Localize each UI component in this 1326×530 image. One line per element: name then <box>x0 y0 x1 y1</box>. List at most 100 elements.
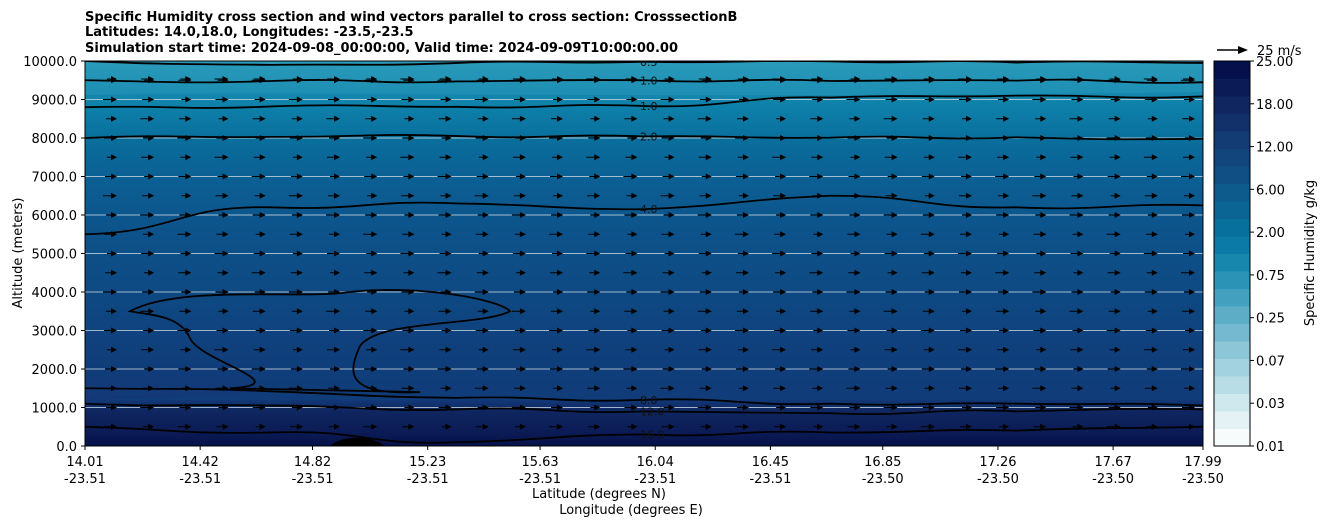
wind-vector-head <box>1003 173 1010 180</box>
wind-vector-head <box>668 173 675 180</box>
wind-vector-head <box>631 192 638 199</box>
wind-vector-head <box>928 154 935 161</box>
wind-vector-head <box>222 212 229 218</box>
wind-vector-head <box>1189 77 1195 84</box>
contours: 0.5 1.0 1.0 2.0 4.0 8.012.0 16.0 <box>85 61 1203 446</box>
wind-vector-head <box>259 385 266 392</box>
wind-vector-head <box>185 212 192 218</box>
colorbar-segment <box>1214 271 1250 289</box>
wind-vector-head <box>557 135 564 141</box>
wind-vector-head <box>482 77 489 84</box>
wind-vector-head <box>111 192 117 199</box>
wind-vector-head <box>557 231 564 238</box>
wind-vector-head <box>1151 231 1158 238</box>
contour-line <box>85 402 1203 416</box>
wind-vector-head <box>185 404 192 411</box>
wind-vector-head <box>111 115 117 122</box>
colorbar-tick-label: 0.75 <box>1256 269 1285 284</box>
wind-vector-head <box>1040 115 1047 122</box>
wind-vector-head <box>111 269 117 276</box>
wind-vector-head <box>1003 250 1010 257</box>
x-tick-label-lon: -23.51 <box>634 472 676 487</box>
wind-vector-head <box>519 212 526 218</box>
wind-vector-head <box>817 327 824 334</box>
wind-vector-head <box>1040 385 1047 392</box>
wind-vector-head <box>222 173 229 180</box>
wind-vector-head <box>222 423 229 430</box>
wind-vector-head <box>519 423 526 430</box>
wind-vector-head <box>1003 77 1010 84</box>
wind-vector-head <box>408 385 415 392</box>
wind-vector-head <box>557 366 564 372</box>
wind-vector-head <box>1189 250 1195 257</box>
wind-vector-head <box>111 96 117 103</box>
wind-vector-head <box>817 154 824 161</box>
wind-vector-head <box>185 385 192 392</box>
wind-vector-head <box>222 250 229 257</box>
wind-vector-head <box>296 135 303 141</box>
wind-vector-head <box>519 366 526 372</box>
wind-vector-head <box>1189 96 1195 103</box>
wind-vector-head <box>1077 154 1084 161</box>
wind-vector-head <box>1040 96 1047 103</box>
wind-vector-head <box>1114 269 1121 276</box>
wind-vector-head <box>557 289 564 295</box>
colorbar-segment <box>1214 61 1250 79</box>
wind-vector-head <box>817 250 824 257</box>
wind-vector-head <box>854 115 861 122</box>
colorbar-segment <box>1214 376 1250 394</box>
wind-vector-head <box>296 96 303 103</box>
wind-vector-head <box>854 327 861 334</box>
wind-vector-head <box>817 289 824 295</box>
wind-vector-head <box>854 269 861 276</box>
wind-vector-head <box>1114 77 1121 84</box>
wind-vector-head <box>185 250 192 257</box>
wind-vector-head <box>817 231 824 238</box>
wind-vector-head <box>1189 269 1195 276</box>
wind-vector-head <box>371 192 378 199</box>
wind-vector-head <box>334 346 341 353</box>
wind-vector-head <box>705 346 712 353</box>
wind-vector-head <box>1114 327 1121 334</box>
wind-vector-head <box>445 327 452 334</box>
wind-vector-head <box>965 115 972 122</box>
wind-vector-head <box>148 385 155 392</box>
wind-vector-head <box>1151 192 1158 199</box>
wind-vector-head <box>854 308 861 315</box>
contour-label: 12.0 <box>640 405 665 418</box>
wind-vector-head <box>334 231 341 238</box>
wind-vector-head <box>631 423 638 430</box>
wind-vector-head <box>334 173 341 180</box>
wind-vector-head <box>148 231 155 238</box>
wind-vector-head <box>1003 96 1010 103</box>
colorbar-segment <box>1214 306 1250 324</box>
wind-vector-head <box>817 346 824 353</box>
contour-label: 8.0 <box>640 394 658 407</box>
wind-vector-head <box>1077 96 1084 103</box>
gridlines <box>85 99 1203 408</box>
wind-vector-head <box>371 404 378 411</box>
wind-vector-head <box>222 346 229 353</box>
wind-vector-head <box>111 423 117 430</box>
wind-vector-head <box>296 77 303 84</box>
contour-line <box>85 194 1203 236</box>
wind-vector-head <box>1151 366 1158 372</box>
wind-vector-head <box>296 212 303 218</box>
wind-vector-head <box>408 250 415 257</box>
wind-vector-head <box>482 423 489 430</box>
wind-vector-head <box>408 96 415 103</box>
wind-vector-head <box>1077 385 1084 392</box>
wind-vector-head <box>594 289 601 295</box>
wind-vector-head <box>594 366 601 372</box>
wind-vector-head <box>296 231 303 238</box>
wind-vector-head <box>334 115 341 122</box>
wind-vector-head <box>705 231 712 238</box>
wind-vector-head <box>148 77 155 84</box>
colorbar-tick-label: 18.00 <box>1256 98 1293 113</box>
wind-vector-head <box>445 308 452 315</box>
wind-vector-head <box>185 115 192 122</box>
wind-vector-head <box>222 135 229 141</box>
wind-vector-head <box>185 308 192 315</box>
contour-label: 1.0 <box>640 100 658 113</box>
